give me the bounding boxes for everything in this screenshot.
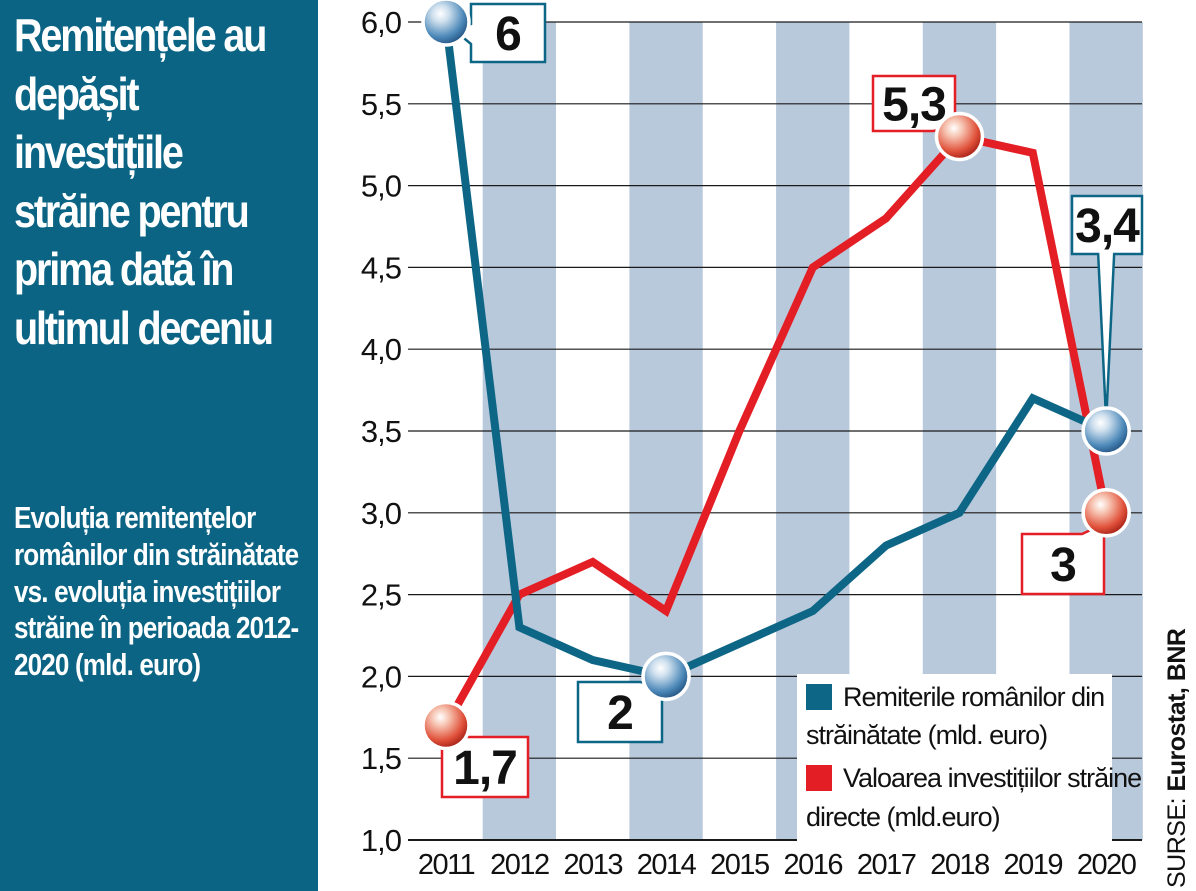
- data-point-marker: [641, 651, 691, 702]
- data-point-marker: [1081, 406, 1131, 456]
- callout-label: 3,4: [1075, 200, 1140, 253]
- legend-box: [797, 674, 1112, 842]
- data-point-marker: [421, 700, 471, 751]
- x-tick-label: 2017: [857, 849, 916, 881]
- callout-label: 3: [1050, 539, 1076, 592]
- x-axis-ticks: 2011 2012 2013 2014 2015 2016 2017 2018 2019 2020: [418, 849, 1137, 881]
- callout-box: [1070, 194, 1144, 422]
- line-chart: 1,01,52,02,53,03,54,04,55,05,56,0 2011 20…: [361, 0, 1144, 881]
- y-tick-label: 5,0: [361, 169, 402, 204]
- x-tick-label: 2013: [563, 849, 622, 881]
- legend: Remiterile românilor din străinătate (mld…: [797, 674, 1142, 842]
- investments-line: [442, 132, 1111, 728]
- callout-label: 2: [607, 687, 633, 740]
- legend-label: străinătate (mld. euro): [806, 720, 1047, 750]
- source-names: Eurostat, BNR: [1163, 628, 1191, 792]
- y-tick-label: 3,5: [361, 414, 401, 449]
- y-tick-label: 4,0: [361, 332, 402, 367]
- legend-label: directe (mld.euro): [806, 802, 1000, 832]
- y-tick-label: 5,5: [361, 87, 401, 122]
- y-tick-label: 1,0: [361, 823, 402, 858]
- title-panel: Remitențele au depășit investițiile stră…: [0, 0, 318, 891]
- chart-title: Remitențele au depășit investițiile stră…: [14, 9, 274, 354]
- x-tick-label: 2014: [637, 849, 697, 881]
- y-tick-label: 3,0: [361, 496, 402, 531]
- chart-subtitle: Evoluția remitențelor românilor din stră…: [14, 500, 299, 683]
- x-tick-label: 2016: [783, 849, 842, 881]
- y-tick-label: 6,0: [361, 5, 402, 40]
- legend-swatch: [806, 684, 832, 710]
- x-tick-label: 2012: [490, 849, 549, 881]
- series-lines: [442, 21, 1111, 728]
- callout-label: 5,3: [882, 79, 946, 132]
- x-tick-label: 2015: [710, 849, 769, 881]
- legend-swatch: [806, 765, 832, 791]
- legend-label: Valoarea investițiilor străine: [843, 763, 1141, 793]
- legend-label: Remiterile românilor din: [843, 682, 1104, 712]
- data-point-marker: [421, 0, 471, 47]
- source-note: SURSE: Eurostat, BNR: [1163, 629, 1192, 889]
- x-tick-label: 2020: [1077, 849, 1136, 881]
- value-callouts: 6 2 3,4 1,7 5,3 3: [421, 0, 1144, 799]
- y-tick-label: 1,5: [361, 741, 401, 776]
- y-tick-label: 2,0: [361, 659, 402, 694]
- data-point-marker: [934, 111, 985, 162]
- callout-label: 6: [495, 8, 521, 61]
- y-tick-label: 2,5: [361, 578, 401, 613]
- y-tick-label: 4,5: [361, 250, 401, 285]
- y-axis-ticks: 1,0 1,5 2,0 2,5 3,0 3,5 4,0 4,5 5,0 5,5 6,0: [361, 5, 403, 858]
- callout-label: 1,7: [453, 742, 517, 795]
- x-tick-label: 2018: [930, 849, 989, 881]
- x-tick-label: 2019: [1004, 849, 1063, 881]
- source-prefix: SURSE:: [1163, 791, 1191, 888]
- x-tick-label: 2011: [418, 849, 475, 881]
- data-point-marker: [1081, 488, 1131, 538]
- remittances-line: [442, 21, 1108, 681]
